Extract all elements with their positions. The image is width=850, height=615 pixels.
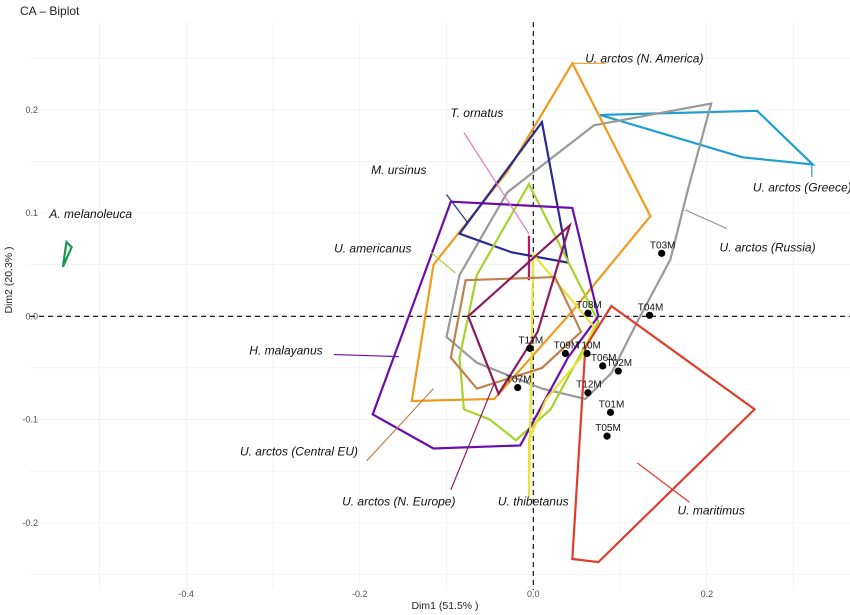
y-axis-title: Dim2 (20.3% ) [3, 246, 15, 313]
group-label-u-arctos-greece: U. arctos (Greece) [753, 180, 850, 194]
group-label-u-maritimus: U. maritimus [677, 504, 744, 518]
hull-u-arctos-greece [599, 109, 816, 166]
leader-u-arctos-n-europe [450, 383, 495, 491]
group-label-m-ursinus: M. ursinus [371, 163, 426, 177]
point-t03m [658, 249, 666, 257]
point-label-t12m: T12M [576, 380, 602, 391]
y-tick-label: 0.1 [25, 208, 38, 218]
y-tick-label: 0.2 [25, 105, 38, 115]
hull-u-arctos-russia [445, 102, 713, 401]
leader-u-maritimus [637, 462, 690, 503]
point-t12m [584, 389, 592, 397]
point-t05m [603, 432, 611, 440]
point-label-t07m: T07M [506, 375, 532, 386]
x-axis-title: Dim1 (51.5% ) [411, 600, 478, 612]
point-label-t11m: T11M [518, 335, 543, 346]
point-label-t06m: T06M [591, 353, 617, 364]
x-tick-label: -0.4 [178, 589, 194, 599]
point-t09m [561, 349, 569, 358]
group-label-u-arctos-n-europe: U. arctos (N. Europe) [342, 494, 455, 508]
point-label-t03m: T03M [650, 240, 676, 251]
group-labels: A. melanoleuca U. arctos (Greece) U. arcto… [48, 51, 850, 517]
tick-labels: -0.4 -0.2 0.0 0.2 -0.2 -0.1 0.0 0.1 0.2 [22, 105, 713, 599]
point-t01m [606, 408, 615, 416]
point-label-t10m: T10M [575, 341, 601, 352]
point-label-t02m: T02M [607, 358, 633, 369]
x-tick-label: 0.0 [527, 589, 540, 599]
y-tick-label: -0.1 [22, 415, 38, 425]
leader-u-americanus [430, 251, 456, 274]
group-label-t-ornatus: T. ornatus [450, 106, 503, 120]
point-t08m [584, 309, 592, 317]
hull-u-americanus [458, 181, 600, 442]
group-label-u-americanus: U. americanus [334, 241, 411, 255]
group-label-u-arctos-n-america: U. arctos (N. America) [585, 51, 703, 65]
point-t02m [614, 367, 622, 375]
group-label-u-arctos-russia: U. arctos (Russia) [720, 240, 816, 254]
hull-u-thibetanus [527, 251, 596, 498]
hull-u-maritimus [571, 304, 757, 564]
leader-u-arctos-central-eu [366, 388, 434, 462]
point-label-t01m: T01M [599, 399, 625, 410]
hull-m-ursinus [457, 119, 570, 264]
leader-m-ursinus [446, 194, 469, 224]
point-label-t09m: T09M [554, 341, 580, 352]
point-label-t05m: T05M [595, 423, 621, 434]
point-t06m [599, 362, 607, 370]
point-t11m [526, 344, 534, 352]
point-t07m [514, 383, 522, 392]
group-label-u-arctos-central-eu: U. arctos (Central EU) [240, 445, 358, 459]
leader-u-arctos-russia [684, 209, 728, 230]
point-t10m [583, 349, 591, 358]
point-t04m [645, 311, 654, 319]
group-label-u-thibetanus: U. thibetanus [498, 494, 569, 508]
leader-t-ornatus [463, 132, 530, 235]
group-hulls [61, 61, 816, 564]
x-tick-label: -0.2 [352, 589, 368, 599]
x-tick-label: 0.2 [701, 589, 714, 599]
point-label-t08m: T08M [576, 300, 602, 311]
group-label-h-malayanus: H. malayanus [249, 344, 322, 358]
hull-a-melanoleuca [61, 239, 73, 268]
leader-h-malayanus [333, 353, 399, 358]
hull-u-arctos-n-europe [466, 222, 572, 397]
point-label-t04m: T04M [638, 302, 664, 313]
y-tick-label: 0.0 [25, 311, 38, 321]
group-label-a-melanoleuca: A. melanoleuca [48, 207, 132, 221]
y-tick-label: -0.2 [22, 518, 38, 528]
label-leaders [333, 62, 813, 503]
chart-title: CA – Biplot [20, 4, 80, 18]
